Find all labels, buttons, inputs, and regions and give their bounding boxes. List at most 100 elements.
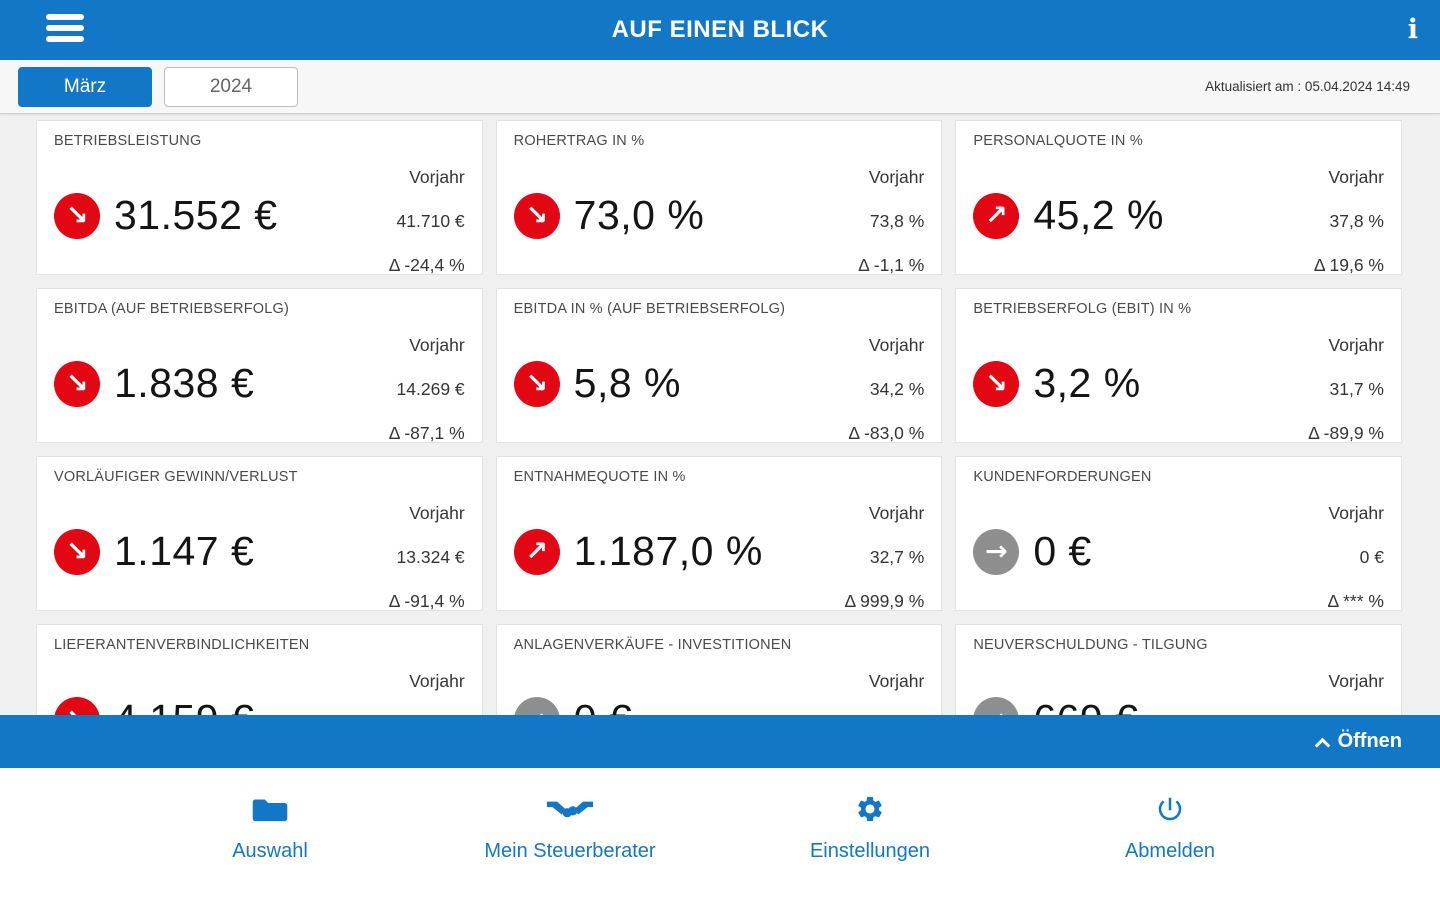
folder-icon [251,794,289,829]
kpi-card-entnahmequote[interactable]: ENTNAHMEQUOTE IN % ↗ 1.187,0 % Vorjahr 3… [495,456,943,611]
delta-value: Δ -91,4 % [388,591,465,611]
trend-icon: ↘ [54,360,100,407]
kpi-card-kundenforderungen[interactable]: KUNDENFORDERUNGEN → 0 € Vorjahr 0 € Δ **… [955,456,1402,611]
kpi-value: 1.147 € [114,528,255,574]
kpi-title: EBITDA IN % (AUF BETRIEBSERFOLG) [513,301,786,317]
kpi-title: ENTNAHMEQUOTE IN % [513,469,686,485]
kpi-card-personalquote[interactable]: PERSONALQUOTE IN % ↗ 45,2 % Vorjahr 37,8… [955,120,1402,275]
nav-item-mein-steuerberater[interactable]: Mein Steuerberater [420,794,720,900]
vorjahr-label: Vorjahr [1328,503,1384,523]
vorjahr-label: Vorjahr [409,167,465,187]
trend-icon: → [973,528,1020,575]
delta-value: Δ -1,1 % [858,255,925,275]
nav-item-auswahl[interactable]: Auswahl [120,794,420,900]
info-icon[interactable]: i [1407,14,1418,45]
vorjahr-value: 32,7 % [869,547,925,567]
vorjahr-value: 31,7 % [1329,379,1384,399]
kpi-title: EBITDA (AUF BETRIEBSERFOLG) [54,301,290,317]
trend-icon: → [513,696,560,715]
delta-value: Δ -24,4 % [388,255,465,275]
tab-year[interactable]: 2024 [164,66,298,107]
vorjahr-label: Vorjahr [1328,167,1384,187]
delta-value: Δ 19,6 % [1313,255,1384,275]
kpi-card-neuverschuldung[interactable]: NEUVERSCHULDUNG - TILGUNG → 669 € Vorjah… [955,624,1402,715]
kpi-title: KUNDENFORDERUNGEN [973,469,1152,485]
delta-value: Δ -87,1 % [388,423,465,443]
kpi-title: LIEFERANTENVERBINDLICHKEITEN [54,637,310,653]
delta-value: Δ 999,9 % [844,591,925,611]
kpi-card-rohertrag[interactable]: ROHERTRAG IN % ↘ 73,0 % Vorjahr 73,8 % Δ… [495,120,943,275]
kpi-value: 73,0 % [573,192,705,238]
nav-item-abmelden[interactable]: Abmelden [1020,794,1320,900]
kpi-card-gewinn-verlust[interactable]: VORLÄUFIGER GEWINN/VERLUST ↘ 1.147 € Vor… [36,456,483,611]
trend-icon: ↘ [973,360,1020,407]
vorjahr-label: Vorjahr [868,335,925,355]
kpi-title: BETRIEBSERFOLG (EBIT) IN % [973,301,1192,317]
kpi-value: 669 € [1033,696,1138,715]
kpi-card-betriebserfolg[interactable]: BETRIEBSERFOLG (EBIT) IN % ↘ 3,2 % Vorja… [955,288,1402,443]
kpi-value: 3,2 % [1033,360,1141,406]
kpi-title: PERSONALQUOTE IN % [973,133,1143,149]
kpi-title: BETRIEBSLEISTUNG [54,133,202,149]
kpi-value: 1.838 € [114,360,255,406]
nav-label: Einstellungen [809,840,931,862]
kpi-title: NEUVERSCHULDUNG - TILGUNG [973,637,1208,653]
delta-value: Δ -89,9 % [1308,423,1384,443]
kpi-card-ebitda-prozent[interactable]: EBITDA IN % (AUF BETRIEBSERFOLG) ↘ 5,8 %… [495,288,943,443]
tab-month[interactable]: März [18,66,152,107]
trend-icon: ↗ [973,192,1020,239]
kpi-value: 0 € [1033,528,1092,574]
vorjahr-value: 73,8 % [869,211,925,231]
open-panel-button[interactable]: Öffnen [0,715,1440,768]
vorjahr-value: 14.269 € [396,379,465,399]
kpi-card-lieferantenverbindlichkeiten[interactable]: LIEFERANTENVERBINDLICHKEITEN ↘ 4.159 € V… [36,624,483,715]
kpi-value: 0 € [574,696,633,715]
menu-hamburger-icon[interactable] [46,14,84,42]
page-title: AUF EINEN BLICK [611,16,829,43]
vorjahr-label: Vorjahr [868,503,925,523]
kpi-value: 1.187,0 % [573,528,763,574]
kpi-grid: BETRIEBSLEISTUNG ↘ 31.552 € Vorjahr 41.7… [0,114,1440,715]
vorjahr-value: 13.324 € [396,547,465,567]
kpi-card-ebitda[interactable]: EBITDA (AUF BETRIEBSERFOLG) ↘ 1.838 € Vo… [36,288,483,443]
kpi-title: VORLÄUFIGER GEWINN/VERLUST [54,469,298,485]
kpi-card-anlagenverkaeufe[interactable]: ANLAGENVERKÄUFE - INVESTITIONEN → 0 € Vo… [495,624,943,715]
kpi-card-betriebsleistung[interactable]: BETRIEBSLEISTUNG ↘ 31.552 € Vorjahr 41.7… [36,120,483,275]
kpi-value: 4.159 € [114,696,254,715]
chevron-up-icon [1314,737,1330,753]
vorjahr-value: 669 € [1329,703,1384,715]
vorjahr-label: Vorjahr [1328,671,1384,691]
vorjahr-label: Vorjahr [868,167,925,187]
app-header: AUF EINEN BLICK i [0,0,1440,60]
kpi-title: ROHERTRAG IN % [513,133,645,149]
kpi-value: 45,2 % [1033,192,1164,238]
vorjahr-label: Vorjahr [409,503,465,523]
handshake-icon [546,794,594,829]
delta-value: Δ *** % [1327,591,1384,611]
trend-icon: ↘ [54,696,100,715]
vorjahr-value: 41.710 € [396,211,465,231]
vorjahr-value: 34,2 % [869,379,925,399]
trend-icon: ↘ [513,360,560,407]
vorjahr-label: Vorjahr [409,335,465,355]
gear-icon [854,794,886,829]
trend-icon: → [973,696,1020,715]
toolbar: März 2024 Aktualisiert am : 05.04.2024 1… [0,60,1440,114]
nav-label: Mein Steuerberater [484,840,656,862]
trend-icon: ↘ [54,528,100,575]
delta-value: Δ -83,0 % [848,423,925,443]
updated-timestamp: Aktualisiert am : 05.04.2024 14:49 [1205,79,1410,94]
kpi-title: ANLAGENVERKÄUFE - INVESTITIONEN [513,637,792,653]
trend-icon: ↘ [54,192,100,239]
kpi-value: 5,8 % [573,360,681,406]
kpi-value: 31.552 € [114,192,278,238]
vorjahr-value: 0 € [1359,547,1384,567]
vorjahr-value: 0 € [409,703,464,715]
vorjahr-label: Vorjahr [409,671,465,691]
power-icon [1154,794,1186,829]
trend-icon: ↘ [513,192,560,239]
open-panel-label: Öffnen [1337,730,1402,752]
vorjahr-value: 0 € [869,703,924,715]
nav-item-einstellungen[interactable]: Einstellungen [720,794,1020,900]
vorjahr-value: 37,8 % [1329,211,1384,231]
